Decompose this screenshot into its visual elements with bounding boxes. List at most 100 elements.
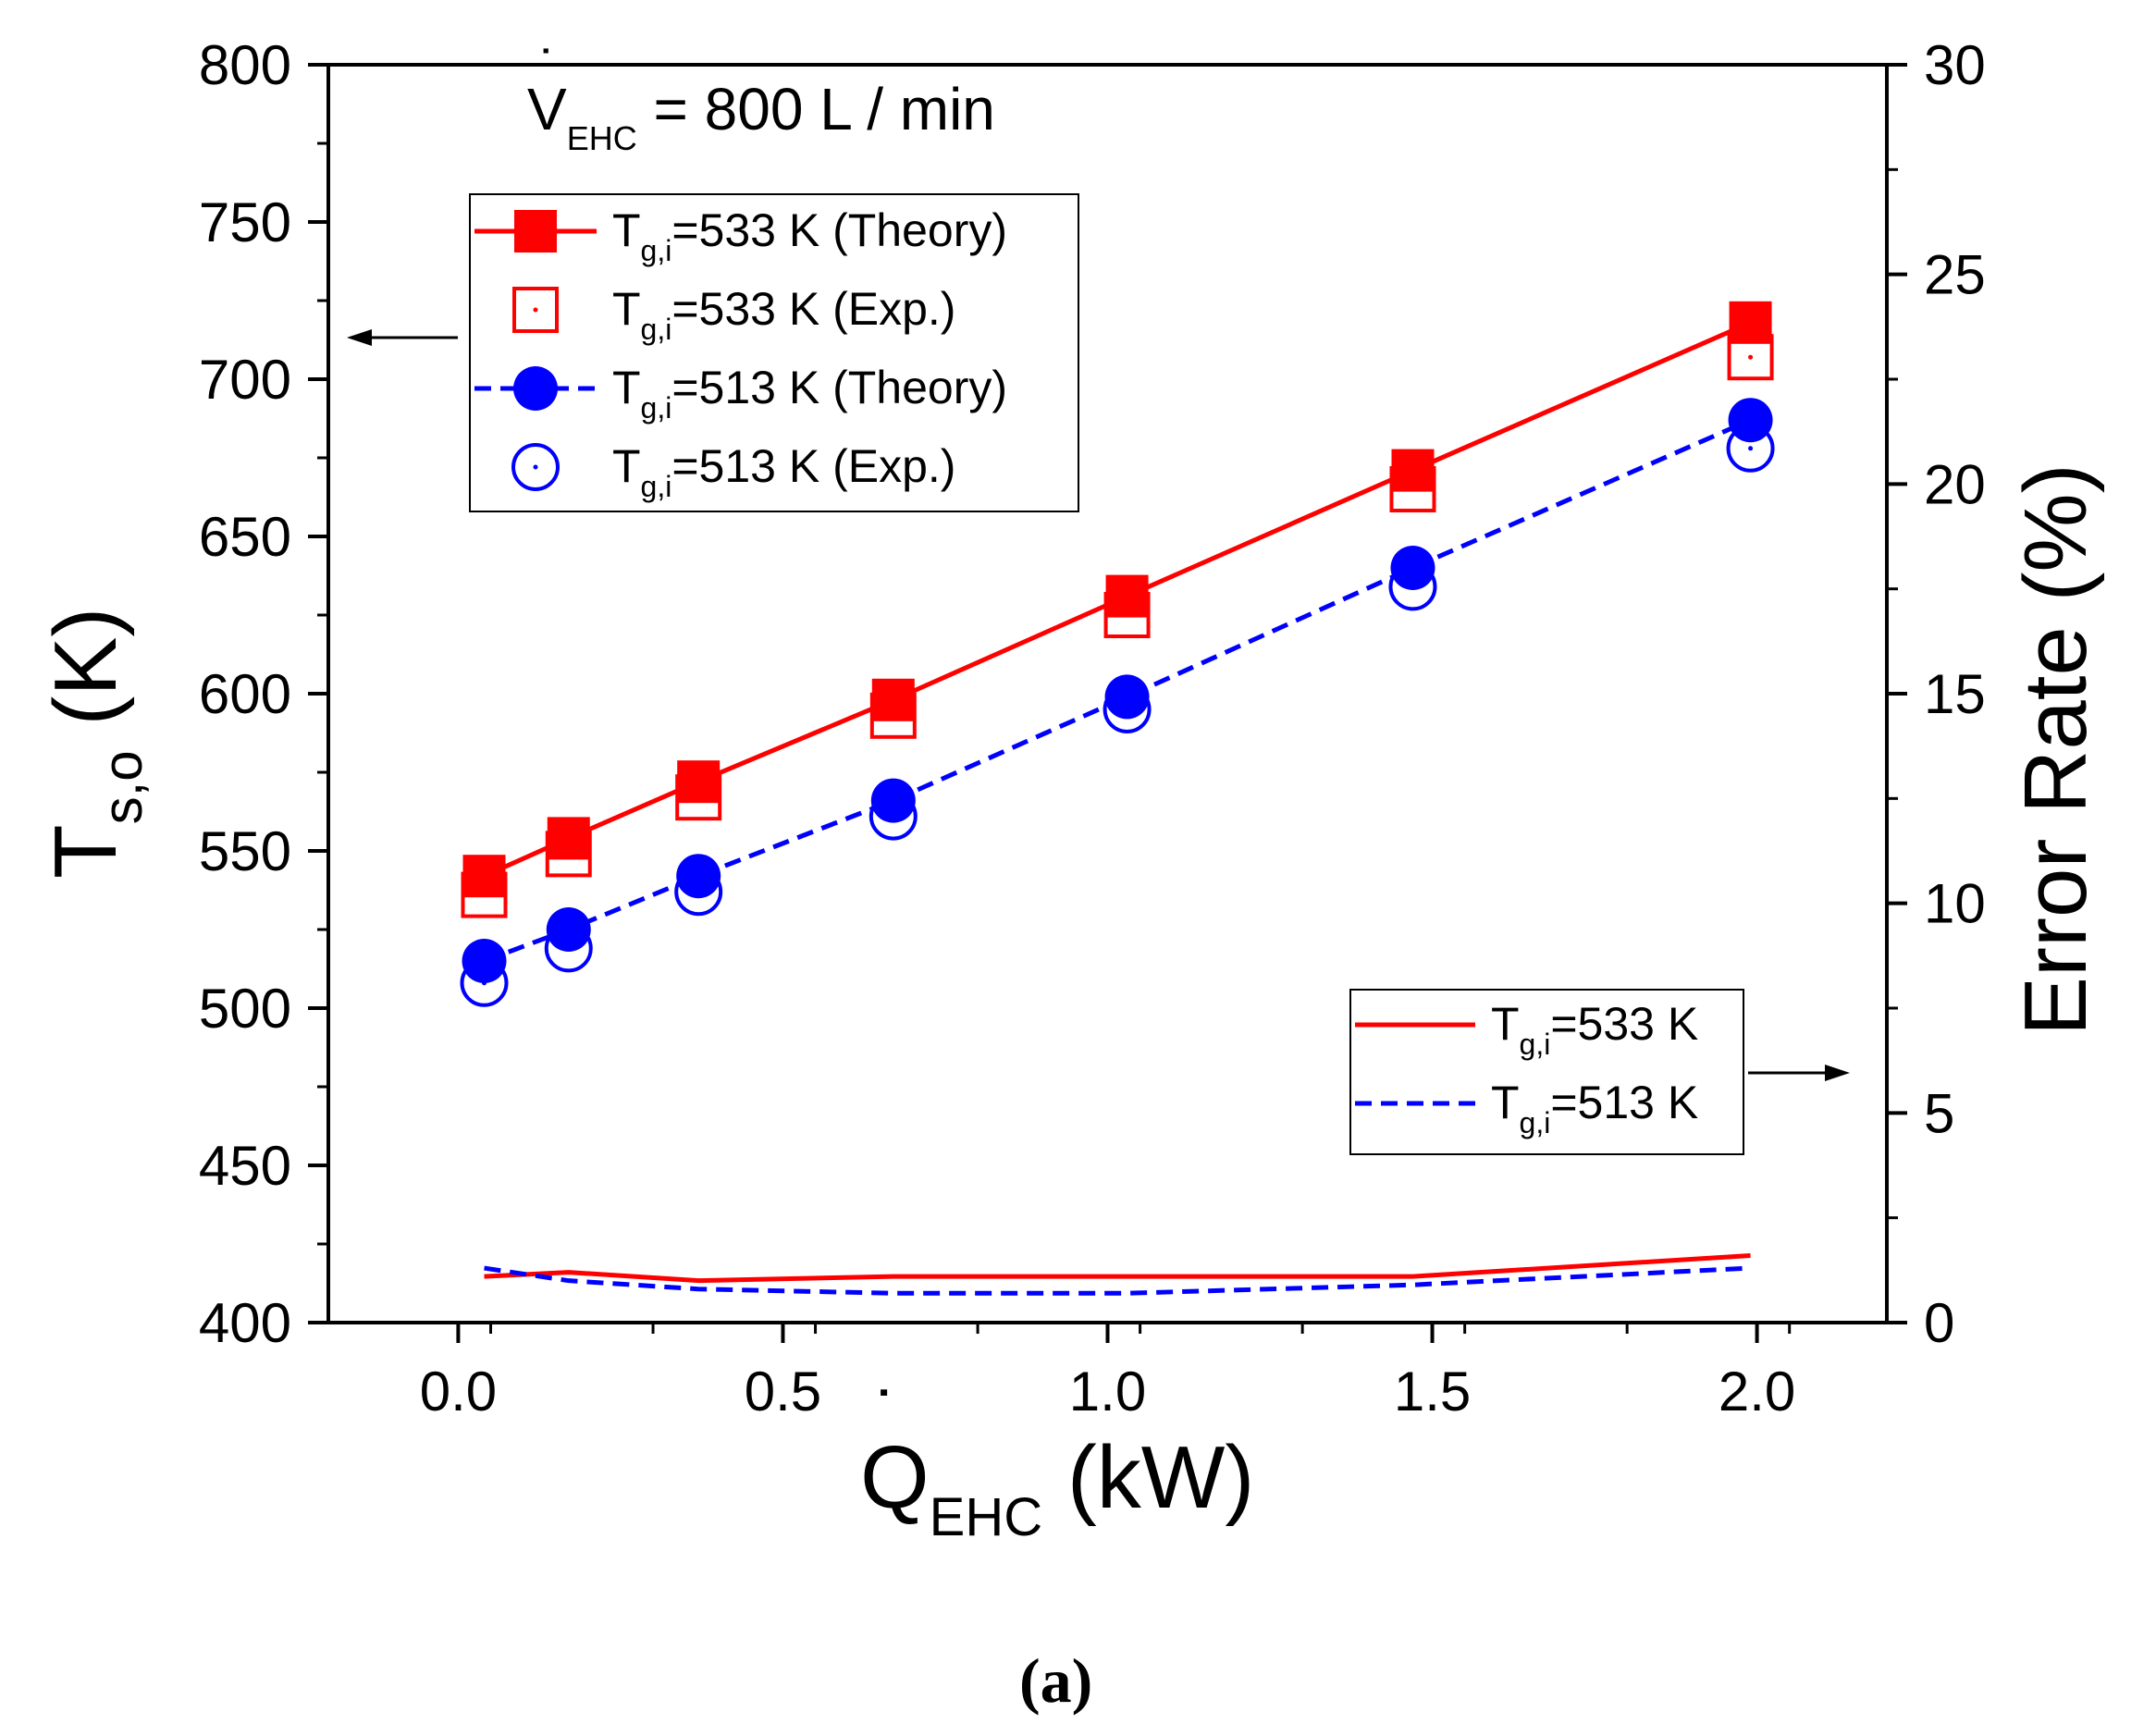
legend-sub: g,i [641, 234, 672, 267]
axis-arrows [347, 329, 1850, 1081]
legend-marker [511, 443, 560, 491]
legend-marker-center [533, 307, 538, 313]
annotation-rest: = 800 L / min [637, 76, 995, 142]
y-left-tick-label: 650 [199, 506, 291, 568]
x-tick-label: 2.0 [1719, 1361, 1795, 1422]
data-point [1104, 674, 1150, 720]
legend-pre: T [1491, 1077, 1520, 1128]
x-axis-title-sub: EHC [930, 1487, 1042, 1547]
legend-pre: T [612, 204, 641, 256]
data-point-center [1748, 446, 1754, 451]
legend-right-box [1349, 989, 1744, 1155]
y-right-title: Error Rate (%) [2006, 463, 2105, 1036]
legend-post: =513 K (Theory) [671, 362, 1007, 413]
x-axis-title-dot: ˙ [875, 1376, 900, 1459]
y-axis-right: 0 5 10 15 20 25 30 [1887, 34, 1986, 1354]
legend-pre: T [1491, 998, 1520, 1050]
x-axis-title-main: Q [860, 1428, 930, 1527]
legend-sub: g,i [641, 470, 672, 503]
legend-label: Tg,i=533 K (Theory) [612, 204, 1007, 267]
data-point [1105, 574, 1149, 618]
y-right-tick-label: 15 [1924, 663, 1986, 725]
legend-post: =513 K (Exp.) [671, 440, 955, 492]
y-right-tick-label: 25 [1924, 244, 1986, 306]
series-right-0 [484, 1252, 1751, 1284]
legend-post: =533 K (Exp.) [671, 283, 955, 335]
data-point [547, 817, 590, 860]
x-axis-title-unit: (kW) [1042, 1428, 1254, 1527]
legend-marker [513, 366, 558, 411]
annotation: VEHC = 800 L / min [527, 76, 995, 157]
y-left-tick-label: 500 [199, 978, 291, 1040]
legend-right: Tg,i=533 KTg,i=513 K [1349, 989, 1744, 1155]
data-point [1729, 301, 1772, 344]
x-tick-label: 0.5 [745, 1361, 821, 1422]
data-point [1390, 546, 1435, 590]
y-left-tick-label: 600 [199, 663, 291, 725]
y-left-tick-label: 400 [199, 1292, 291, 1354]
data-point [677, 760, 721, 804]
legend-label: Tg,i=533 K (Exp.) [612, 283, 955, 346]
data-point [870, 778, 916, 823]
legend-sub: g,i [1520, 1106, 1551, 1139]
y-right-tick-label: 10 [1924, 873, 1986, 935]
legend-label: Tg,i=513 K (Theory) [612, 362, 1007, 425]
y-right-tick-label: 0 [1924, 1292, 1954, 1354]
data-point-center [1748, 354, 1754, 360]
y-left-title-sub: s,o [92, 750, 154, 824]
legend-post: =533 K (Theory) [671, 204, 1007, 256]
legend-label: Tg,i=533 K [1491, 998, 1698, 1061]
series-right-line [484, 1252, 1751, 1284]
data-point [676, 854, 721, 899]
y-left-tick-label: 450 [199, 1135, 291, 1197]
x-tick-label: 1.0 [1069, 1361, 1146, 1422]
legend-sub: g,i [1520, 1028, 1551, 1061]
legend-sub: g,i [641, 313, 672, 346]
annotation-sub: EHC [567, 119, 637, 157]
right-axis-arrow-head [1825, 1065, 1850, 1081]
legend-pre: T [612, 362, 641, 413]
annotation-main: V [527, 76, 567, 142]
legend-left: Tg,i=533 K (Theory)Tg,i=533 K (Exp.)Tg,i… [469, 193, 1079, 512]
legend-pre: T [612, 440, 641, 492]
legend-label: Tg,i=513 K [1491, 1077, 1698, 1139]
legend-marker [512, 287, 559, 333]
y-left-title-unit: (K) [36, 608, 135, 751]
y-axis-left: 400 450 500 550 600 650 700 750 800 [199, 34, 328, 1354]
y-left-tick-label: 700 [199, 349, 291, 411]
data-point [1391, 449, 1435, 492]
series-left-0 [462, 301, 1772, 898]
legend-post: =533 K [1550, 998, 1698, 1050]
data-point [871, 678, 915, 721]
caption: (a) [1019, 1645, 1092, 1716]
y-right-tick-label: 20 [1924, 453, 1986, 515]
legend-marker-center [533, 464, 538, 470]
series-layer [460, 301, 1775, 1296]
annotation-dot: ˙ [539, 39, 558, 101]
data-point [546, 907, 591, 952]
x-tick-label: 1.5 [1394, 1361, 1471, 1422]
series-right-1 [484, 1265, 1751, 1296]
legend-post: =513 K [1550, 1077, 1698, 1128]
y-left-title-main: T [36, 824, 135, 879]
legend-marker [514, 210, 557, 252]
y-right-tick-label: 30 [1924, 34, 1986, 96]
x-tick-label: 0.0 [420, 1361, 497, 1422]
y-left-title: Ts,o (K) [36, 608, 154, 879]
y-left-tick-label: 750 [199, 191, 291, 253]
legend-left-box [469, 193, 1079, 512]
data-point [462, 855, 506, 898]
legend-sub: g,i [641, 391, 672, 425]
left-axis-arrow-head [347, 329, 372, 346]
legend-label: Tg,i=513 K (Exp.) [612, 440, 955, 503]
data-point [1728, 398, 1773, 443]
series-left-2 [462, 398, 1773, 983]
series-right-line [484, 1265, 1751, 1296]
legend-pre: T [612, 283, 641, 335]
y-left-tick-label: 800 [199, 34, 291, 96]
y-right-tick-label: 5 [1924, 1082, 1954, 1144]
x-axis-title: QEHC (kW) [860, 1428, 1254, 1547]
x-axis: 0.0 0.5 1.0 1.5 2.0 [420, 1323, 1795, 1422]
data-point [462, 939, 507, 983]
